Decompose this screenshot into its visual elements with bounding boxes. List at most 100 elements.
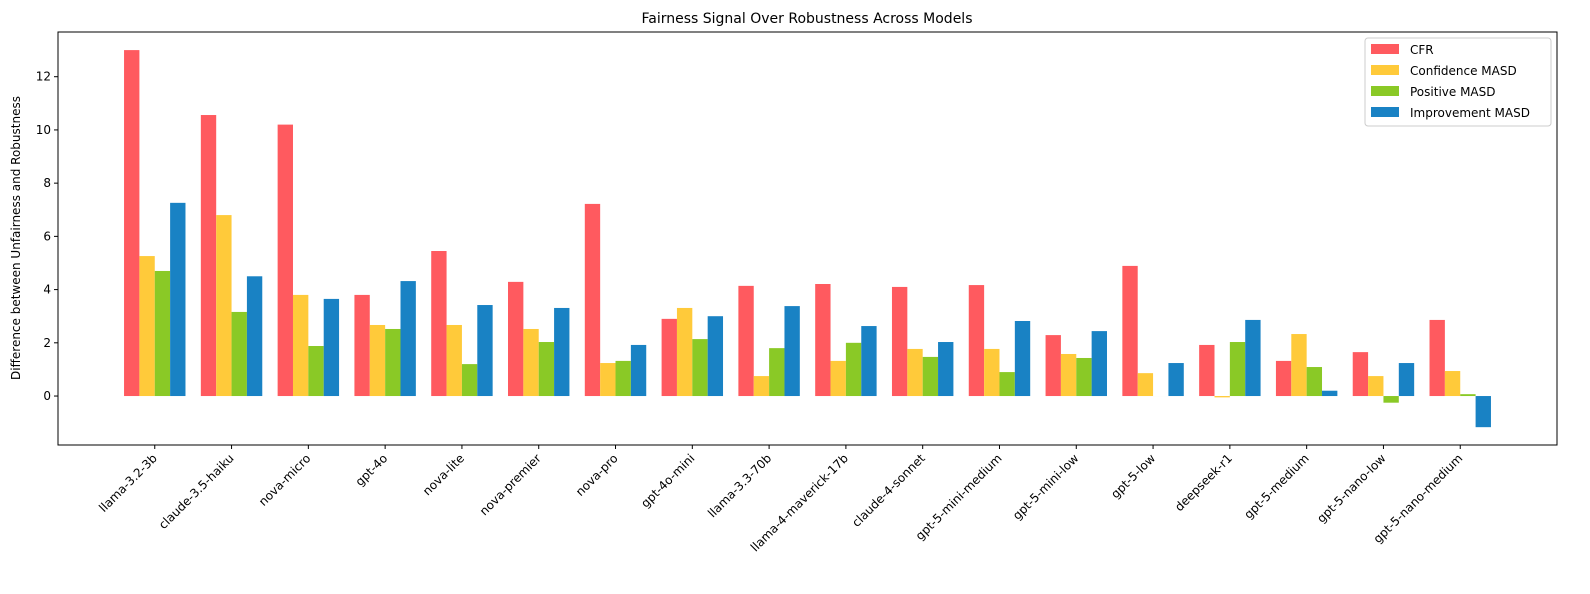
bar-positive-masd-llama-3.3-70b <box>769 348 784 396</box>
x-tick-label: nova-lite <box>420 451 467 498</box>
bar-cfr-gpt-5-mini-low <box>1046 335 1061 396</box>
y-tick-label: 2 <box>43 336 51 350</box>
bar-improvement-masd-claude-4-sonnet <box>938 342 953 396</box>
x-tick-label: gpt-4o <box>353 451 391 489</box>
x-tick-label: gpt-5-medium <box>1241 451 1311 521</box>
x-tick-label: gpt-5-nano-medium <box>1371 451 1466 546</box>
legend-label: CFR <box>1410 43 1434 57</box>
bar-cfr-claude-4-sonnet <box>892 287 907 396</box>
y-tick-label: 4 <box>43 283 51 297</box>
bar-positive-masd-gpt-4o-mini <box>692 339 707 396</box>
bar-improvement-masd-gpt-5-mini-low <box>1092 331 1107 396</box>
bar-positive-masd-gpt-5-mini-medium <box>999 372 1014 396</box>
bar-improvement-masd-gpt-5-mini-medium <box>1015 321 1030 396</box>
legend-label: Confidence MASD <box>1410 64 1517 78</box>
bar-confidence-masd-gpt-5-nano-medium <box>1445 371 1460 396</box>
bar-improvement-masd-nova-lite <box>477 305 492 396</box>
legend-swatch <box>1371 44 1399 54</box>
bar-positive-masd-gpt-5-nano-low <box>1383 396 1398 403</box>
bar-improvement-masd-nova-pro <box>631 345 646 396</box>
x-tick-label: llama-3.3-70b <box>705 451 774 520</box>
bar-confidence-masd-gpt-4o <box>370 325 385 396</box>
bar-confidence-masd-nova-pro <box>600 363 615 396</box>
bar-positive-masd-gpt-5-mini-low <box>1076 358 1091 396</box>
bar-positive-masd-claude-3.5-haiku <box>232 312 247 396</box>
bar-positive-masd-nova-micro <box>308 346 323 396</box>
x-tick-label: gpt-5-low <box>1108 451 1158 501</box>
bar-positive-masd-claude-4-sonnet <box>923 357 938 396</box>
bar-positive-masd-gpt-5-medium <box>1307 367 1322 396</box>
bar-improvement-masd-gpt-4o-mini <box>708 316 723 396</box>
bar-positive-masd-nova-pro <box>616 361 631 396</box>
bar-confidence-masd-gpt-5-medium <box>1291 334 1306 396</box>
y-tick-label: 6 <box>43 229 51 243</box>
y-tick-label: 12 <box>36 70 51 84</box>
bar-confidence-masd-llama-4-maverick-17b <box>831 361 846 396</box>
bar-improvement-masd-gpt-5-nano-low <box>1399 363 1414 396</box>
bar-cfr-gpt-5-medium <box>1276 361 1291 396</box>
legend: CFR Confidence MASD Positive MASD Improveme… <box>1365 38 1551 126</box>
bar-improvement-masd-claude-3.5-haiku <box>247 276 262 396</box>
bar-cfr-gpt-5-nano-medium <box>1430 320 1445 396</box>
bar-cfr-llama-3.2-3b <box>124 50 139 396</box>
legend-swatch <box>1371 65 1399 75</box>
bar-cfr-gpt-4o <box>354 295 369 396</box>
x-tick-label: nova-premier <box>477 451 544 518</box>
bar-improvement-masd-llama-3.2-3b <box>170 203 185 396</box>
x-tick-label: nova-pro <box>573 451 621 499</box>
bar-confidence-masd-claude-3.5-haiku <box>216 215 231 396</box>
bar-improvement-masd-gpt-5-low <box>1168 363 1183 396</box>
x-tick-label: gpt-5-nano-low <box>1314 451 1389 526</box>
bar-confidence-masd-nova-premier <box>523 329 538 396</box>
bar-positive-masd-gpt-4o <box>385 329 400 396</box>
bar-confidence-masd-gpt-5-mini-low <box>1061 354 1076 396</box>
y-tick-label: 10 <box>36 123 51 137</box>
bar-improvement-masd-nova-micro <box>324 299 339 396</box>
bar-cfr-nova-micro <box>278 125 293 396</box>
x-tick-label: gpt-5-mini-medium <box>913 451 1005 543</box>
bar-improvement-masd-nova-premier <box>554 308 569 396</box>
y-tick-label: 0 <box>43 389 51 403</box>
x-tick-label: claude-4-sonnet <box>849 451 928 530</box>
bar-cfr-nova-lite <box>431 251 446 396</box>
bar-cfr-gpt-5-mini-medium <box>969 285 984 396</box>
bar-confidence-masd-nova-lite <box>447 325 462 396</box>
bar-cfr-nova-premier <box>508 282 523 396</box>
bar-cfr-nova-pro <box>585 204 600 396</box>
bar-confidence-masd-nova-micro <box>293 295 308 396</box>
bar-confidence-masd-gpt-5-mini-medium <box>984 349 999 396</box>
x-tick-label: nova-micro <box>256 451 314 509</box>
y-axis-label: Difference between Unfairness and Robust… <box>9 96 23 380</box>
bar-confidence-masd-llama-3.3-70b <box>754 376 769 396</box>
y-tick-label: 8 <box>43 176 51 190</box>
legend-label: Improvement MASD <box>1410 106 1530 120</box>
bar-cfr-llama-4-maverick-17b <box>815 284 830 396</box>
bar-improvement-masd-deepseek-r1 <box>1245 320 1260 396</box>
bar-positive-masd-deepseek-r1 <box>1230 342 1245 396</box>
bar-confidence-masd-gpt-4o-mini <box>677 308 692 396</box>
bar-confidence-masd-gpt-5-nano-low <box>1368 376 1383 396</box>
bar-positive-masd-llama-4-maverick-17b <box>846 343 861 396</box>
bar-improvement-masd-gpt-5-medium <box>1322 391 1337 396</box>
chart-title: Fairness Signal Over Robustness Across M… <box>642 11 973 27</box>
legend-swatch <box>1371 86 1399 96</box>
bar-confidence-masd-claude-4-sonnet <box>907 349 922 396</box>
x-tick-label: claude-3.5-haiku <box>156 451 237 532</box>
bar-confidence-masd-gpt-5-low <box>1138 373 1153 396</box>
bar-confidence-masd-llama-3.2-3b <box>139 256 154 396</box>
bar-positive-masd-llama-3.2-3b <box>155 271 170 396</box>
x-tick-label: gpt-4o-mini <box>638 451 697 510</box>
bar-positive-masd-nova-lite <box>462 364 477 396</box>
bar-cfr-gpt-4o-mini <box>662 319 677 396</box>
bar-improvement-masd-llama-3.3-70b <box>784 306 799 396</box>
bar-cfr-deepseek-r1 <box>1199 345 1214 396</box>
x-tick-label: llama-3.2-3b <box>96 451 160 515</box>
x-tick-label: deepseek-r1 <box>1172 451 1235 514</box>
bar-improvement-masd-gpt-4o <box>400 281 415 396</box>
bar-cfr-llama-3.3-70b <box>738 286 753 396</box>
bar-confidence-masd-deepseek-r1 <box>1215 396 1230 397</box>
legend-label: Positive MASD <box>1410 85 1496 99</box>
bar-cfr-gpt-5-nano-low <box>1353 352 1368 396</box>
bar-positive-masd-nova-premier <box>539 342 554 396</box>
